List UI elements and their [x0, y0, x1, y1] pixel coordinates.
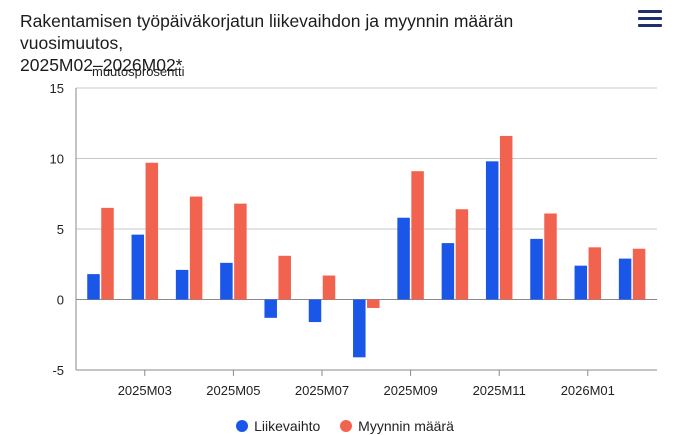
bar-liikevaihto-2025M12[interactable] [530, 238, 543, 300]
legend-item-liikevaihto[interactable]: Liikevaihto [236, 418, 320, 434]
chart-title: Rakentamisen työpäiväkorjatun liikevaihd… [20, 10, 620, 76]
legend: Liikevaihto Myynnin määrä [0, 418, 690, 434]
bar-liikevaihto-2025M11[interactable] [485, 161, 499, 300]
bar-myynnin-maara-2025M04[interactable] [189, 196, 203, 300]
chart-title-line-1: Rakentamisen työpäiväkorjatun liikevaihd… [20, 11, 514, 53]
bar-liikevaihto-2025M09[interactable] [397, 217, 410, 300]
y-tick-label: 5 [57, 222, 64, 237]
legend-marker-myynnin-maara [340, 420, 353, 432]
bar-myynnin-maara-2025M06[interactable] [278, 255, 291, 300]
bar-myynnin-maara-2026M02[interactable] [632, 248, 646, 300]
bar-liikevaihto-2025M04[interactable] [175, 269, 189, 300]
menu-bar-top [638, 10, 662, 13]
legend-label-liikevaihto: Liikevaihto [254, 418, 321, 434]
x-tick-label: 2025M03 [118, 383, 172, 398]
legend-item-myynnin-maara[interactable]: Myynnin määrä [340, 418, 454, 434]
x-tick-label: 2025M11 [473, 383, 526, 398]
bar-myynnin-maara-2025M08[interactable] [367, 299, 380, 308]
bar-liikevaihto-2025M05[interactable] [220, 262, 233, 300]
bar-liikevaihto-2025M06[interactable] [264, 299, 277, 318]
bars [87, 135, 646, 358]
bar-liikevaihto-2026M02[interactable] [618, 258, 632, 300]
bar-liikevaihto-2025M02[interactable] [87, 274, 100, 300]
menu-bar-bottom [638, 24, 662, 27]
bar-liikevaihto-2025M03[interactable] [131, 234, 145, 300]
x-tick-label: 2025M05 [206, 383, 260, 398]
bar-liikevaihto-2026M01[interactable] [574, 265, 588, 300]
bar-myynnin-maara-2025M02[interactable] [101, 207, 114, 300]
bar-myynnin-maara-2025M03[interactable] [145, 162, 159, 300]
y-tick-labels: -5 0 5 10 15 [50, 81, 64, 378]
menu-bar-middle [638, 17, 662, 20]
bar-myynnin-maara-2026M01[interactable] [588, 247, 602, 300]
bar-liikevaihto-2025M08[interactable] [353, 299, 366, 358]
bar-myynnin-maara-2025M11[interactable] [499, 135, 513, 300]
x-tick-labels: 2025M03 2025M05 2025M07 2025M09 2025M11 2026M… [76, 369, 657, 398]
x-tick-label: 2025M07 [295, 383, 349, 398]
bar-myynnin-maara-2025M09[interactable] [411, 171, 424, 300]
x-tick-label: 2025M09 [383, 383, 437, 398]
hamburger-menu-icon[interactable] [638, 10, 662, 30]
bar-liikevaihto-2025M10[interactable] [441, 243, 455, 300]
x-tick-label: 2026M01 [561, 383, 615, 398]
gridlines [75, 87, 657, 371]
bar-myynnin-maara-2025M07[interactable] [322, 275, 336, 300]
legend-marker-liikevaihto [236, 420, 249, 432]
y-tick-label: 0 [57, 293, 64, 308]
bar-myynnin-maara-2025M10[interactable] [455, 209, 469, 300]
bar-myynnin-maara-2025M05[interactable] [234, 203, 247, 300]
y-tick-label: -5 [52, 363, 64, 378]
y-axis-label: muutosprosentti [92, 64, 185, 79]
bar-liikevaihto-2025M07[interactable] [308, 299, 322, 323]
bar-myynnin-maara-2025M12[interactable] [544, 213, 557, 300]
chart-title-line-2: 2025M02–2026M02* [20, 55, 183, 75]
y-tick-label: 15 [50, 81, 64, 96]
legend-label-myynnin-maara: Myynnin määrä [358, 418, 454, 434]
y-tick-label: 10 [50, 152, 64, 167]
